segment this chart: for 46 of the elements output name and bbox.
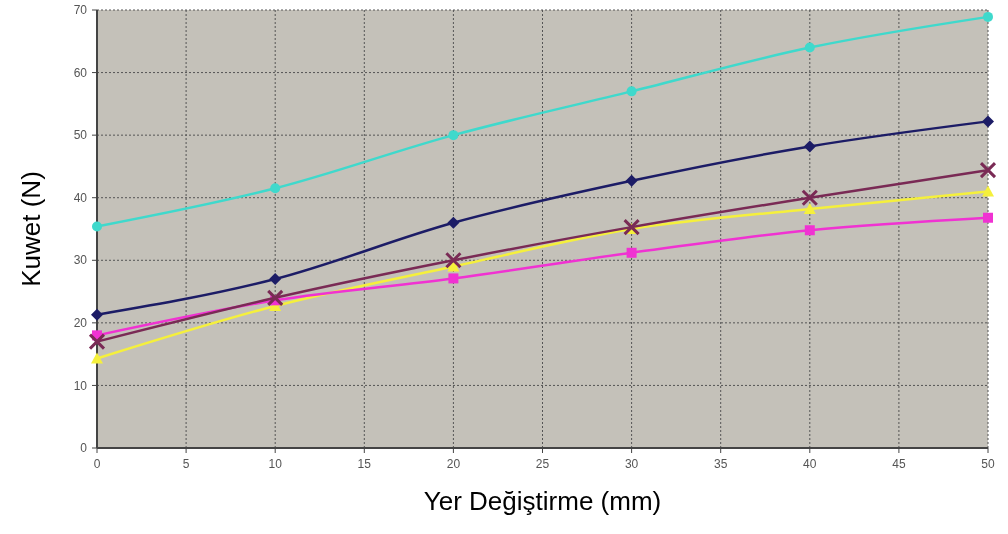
x-tick-label: 5 (182, 457, 190, 471)
point (266, 289, 284, 307)
x-axis-title: Yer Değiştirme (mm) (423, 486, 662, 516)
y-axis-title: Kuwet (N) (16, 171, 46, 287)
x-tick-label: 35 (714, 457, 728, 471)
point (270, 183, 281, 194)
x-tick-label: 40 (803, 457, 817, 471)
point (448, 130, 459, 141)
point (803, 140, 816, 153)
point (982, 185, 994, 197)
point (803, 202, 816, 214)
point (91, 352, 103, 364)
point (626, 86, 637, 97)
x-tick-label: 30 (624, 457, 639, 471)
x-tick-label: 15 (357, 457, 372, 471)
y-tick-label: 40 (73, 190, 88, 205)
point (92, 221, 102, 232)
point (625, 174, 638, 187)
x-tick-label: 20 (446, 457, 461, 471)
point (91, 308, 103, 321)
x-tick-label: 25 (535, 457, 550, 471)
point (447, 216, 460, 229)
point (982, 115, 994, 128)
x-tick-label: 0 (93, 457, 101, 471)
x-tick-label: 10 (268, 457, 283, 471)
point (269, 273, 282, 286)
point (804, 225, 815, 236)
point (626, 247, 637, 258)
y-tick-label: 0 (80, 441, 88, 456)
x-tick-label: 45 (892, 457, 906, 471)
x-tick-label: 50 (981, 457, 995, 471)
point (804, 42, 815, 53)
point (983, 11, 993, 22)
point (448, 273, 459, 284)
point (623, 218, 641, 236)
y-tick-label: 60 (73, 65, 88, 80)
point (444, 251, 462, 269)
y-tick-label: 20 (73, 316, 88, 331)
point (983, 212, 993, 223)
point (88, 333, 106, 351)
y-tick-label: 30 (73, 253, 88, 268)
y-tick-label: 70 (73, 3, 88, 18)
y-tick-label: 50 (73, 128, 88, 143)
point (979, 161, 997, 179)
point (801, 189, 819, 207)
y-tick-label: 10 (73, 378, 88, 393)
